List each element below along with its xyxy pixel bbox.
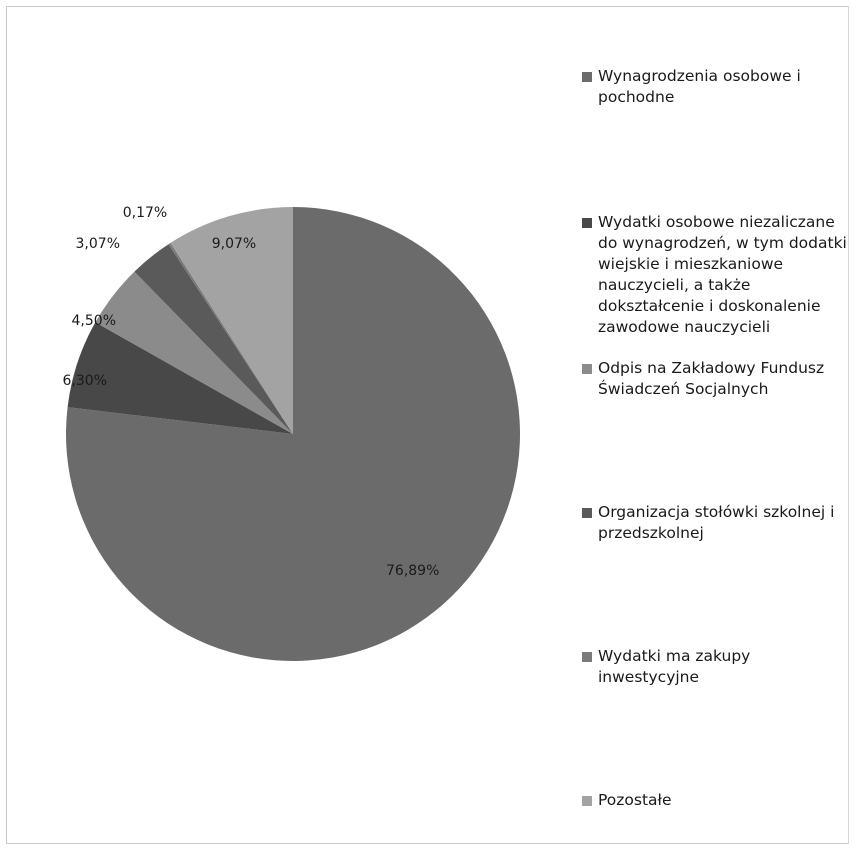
pie-slice-5 [170, 207, 293, 434]
pie-slice-1 [67, 322, 293, 434]
slice-label-3: 3,07% [76, 236, 120, 252]
legend-swatch-2 [582, 364, 592, 374]
pie-slice-4 [168, 242, 293, 434]
legend-label-0: Wynagrodzenia osobowe i pochodne [598, 67, 801, 106]
legend-swatch-3 [582, 508, 592, 518]
chart-frame [6, 6, 849, 844]
legend-swatch-1 [582, 218, 592, 228]
legend-label-5: Pozostałe [598, 791, 672, 809]
slice-label-5: 9,07% [212, 236, 256, 252]
legend-swatch-5 [582, 796, 592, 806]
legend-label-1: Wydatki osobowe niezaliczane do wynagrod… [598, 213, 847, 336]
pie-slice-3 [134, 244, 293, 434]
legend-swatch-0 [582, 72, 592, 82]
slice-label-4: 0,17% [123, 205, 167, 221]
slice-label-0: 76,89% [386, 563, 439, 579]
legend-label-4: Wydatki ma zakupy inwestycyjne [598, 647, 751, 686]
legend-label-3: Organizacja stołówki szkolnej i przedszk… [598, 503, 835, 542]
pie-slice-0 [66, 207, 521, 661]
slice-label-1: 6,30% [63, 373, 107, 389]
legend-swatch-4 [582, 652, 592, 662]
pie-slice-2 [95, 271, 294, 434]
slice-label-2: 4,50% [72, 313, 116, 329]
legend-label-2: Odpis na Zakładowy Fundusz Świadczeń Soc… [598, 359, 825, 398]
